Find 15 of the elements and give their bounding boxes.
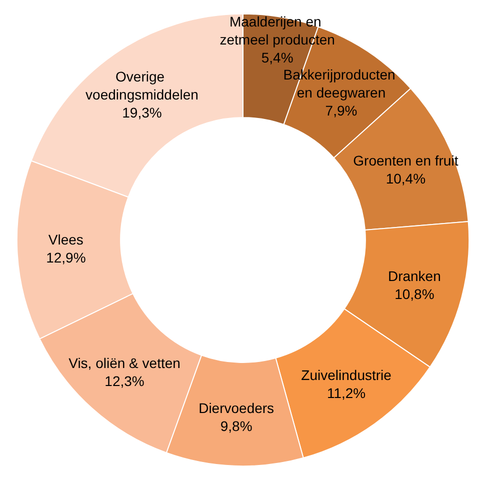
data-label: 5,4% <box>261 50 294 66</box>
data-label: 9,8% <box>220 418 252 434</box>
slice-label: Overige voedingsmiddelen <box>86 68 198 102</box>
data-label: 7,9% <box>325 102 358 118</box>
slice-label: Vis, oliën & vetten <box>68 354 180 371</box>
slice-label: Diervoeders <box>198 400 274 416</box>
slice-label: Zuivelindustrie <box>301 367 392 384</box>
data-label: 19,3% <box>122 104 162 120</box>
data-label: 12,3% <box>104 372 144 389</box>
slice-label: Dranken <box>388 268 441 284</box>
data-label: 11,2% <box>326 385 366 402</box>
data-label: 12,9% <box>46 249 86 266</box>
slice-label: Vlees <box>48 231 84 248</box>
data-label: 10,4% <box>386 170 426 187</box>
data-label: 10,8% <box>394 286 434 302</box>
